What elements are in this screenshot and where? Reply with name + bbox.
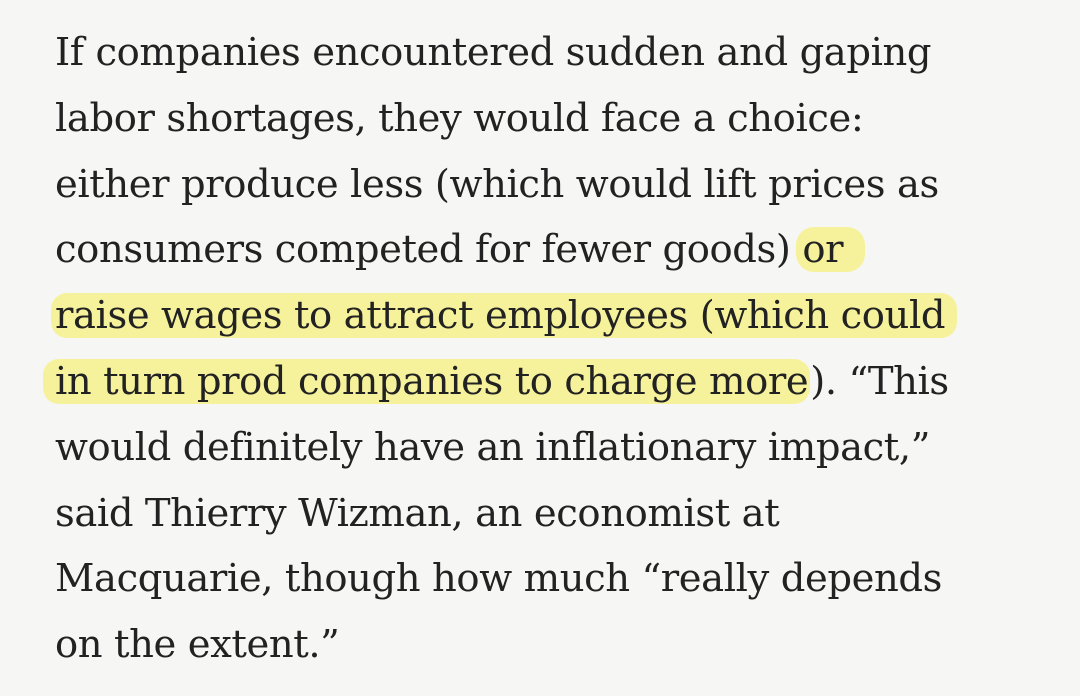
text-line-3: either produce less (which would lift pr… <box>55 161 939 207</box>
text-line-8: said Thierry Wizman, an economist at <box>55 490 780 536</box>
text-line-9: Macquarie, though how much “really depen… <box>55 556 942 602</box>
text-line-7: would definitely have an inflationary im… <box>55 424 930 470</box>
text-line-6-rest: ). “This <box>810 358 949 404</box>
text-line-4: consumers competed for fewer goods) or <box>55 219 1065 285</box>
text-line-4-plain: consumers competed for fewer goods) <box>55 227 803 273</box>
highlight-or: or <box>796 227 866 273</box>
text-line-2: labor shortages, they would face a choic… <box>55 95 864 141</box>
text-line-6: in turn prod companies to charge more). … <box>43 351 1065 417</box>
text-line-10: on the extent.” <box>55 622 340 668</box>
text-line-5: raise wages to attract employees (which … <box>51 285 1065 351</box>
article-paragraph: If companies encountered sudden and gapi… <box>43 22 1065 680</box>
highlight-in-turn-prod: in turn prod companies to charge more <box>43 358 811 404</box>
text-line-1: If companies encountered sudden and gapi… <box>55 30 932 75</box>
highlight-raise-wages: raise wages to attract employees (which … <box>51 293 958 339</box>
